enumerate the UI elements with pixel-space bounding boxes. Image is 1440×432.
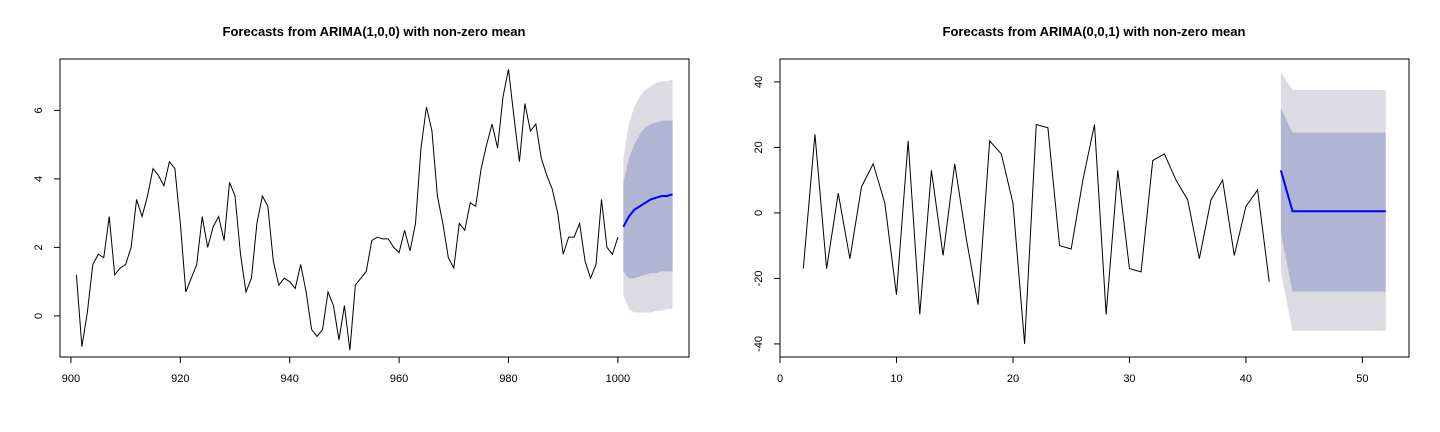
y-tick-label: 20	[753, 141, 765, 153]
x-tick-label: 980	[499, 373, 517, 385]
x-tick-label: 20	[1007, 373, 1019, 385]
x-tick-label: 1000	[606, 373, 630, 385]
chart-panel-arima-100: Forecasts from ARIMA(1,0,0) with non-zer…	[33, 24, 690, 385]
y-tick-label: 6	[33, 107, 45, 113]
series-line	[75, 69, 619, 351]
forecast-mean-line	[622, 193, 673, 228]
y-tick-label: 0	[33, 313, 45, 319]
x-tick-label: 960	[390, 373, 408, 385]
forecast-band-80	[623, 120, 673, 279]
x-tick-label: 40	[1240, 373, 1252, 385]
x-tick-label: 10	[890, 373, 902, 385]
chart-title: Forecasts from ARIMA(0,0,1) with non-zer…	[943, 24, 1246, 39]
x-tick-label: 900	[62, 373, 80, 385]
y-tick-label: 0	[753, 210, 765, 216]
x-tick-label: 940	[281, 373, 299, 385]
forecast-mean-line	[1279, 170, 1386, 213]
x-tick-label: 920	[171, 373, 189, 385]
y-tick-label: 4	[33, 176, 45, 182]
x-tick-label: 0	[777, 373, 783, 385]
y-tick-label: 40	[753, 76, 765, 88]
chart-panel-arima-001: Forecasts from ARIMA(0,0,1) with non-zer…	[753, 24, 1410, 385]
series-line	[802, 123, 1270, 344]
y-tick-label: 2	[33, 244, 45, 250]
chart-title: Forecasts from ARIMA(1,0,0) with non-zer…	[223, 24, 526, 39]
x-tick-label: 50	[1356, 373, 1368, 385]
plot-frame	[59, 58, 690, 358]
plot-frame	[779, 58, 1410, 358]
x-tick-label: 30	[1123, 373, 1135, 385]
y-tick-label: -20	[753, 270, 765, 286]
forecast-band-80	[1280, 108, 1386, 292]
y-tick-label: -40	[753, 336, 765, 352]
